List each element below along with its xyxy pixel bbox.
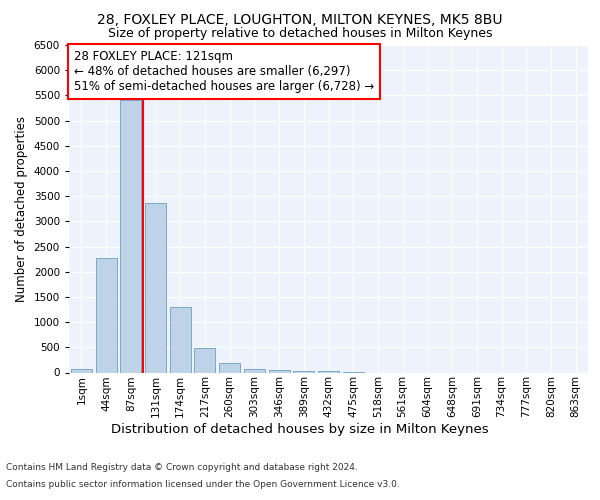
Bar [269,370,290,372]
Bar [244,368,265,372]
Bar [219,363,240,372]
Bar [293,371,314,372]
Bar [194,348,215,372]
Text: 28 FOXLEY PLACE: 121sqm
← 48% of detached houses are smaller (6,297)
51% of semi: 28 FOXLEY PLACE: 121sqm ← 48% of detache… [74,50,374,93]
Bar [145,202,166,372]
Bar [71,368,92,372]
Bar [95,258,116,372]
Text: Size of property relative to detached houses in Milton Keynes: Size of property relative to detached ho… [108,28,492,40]
Y-axis label: Number of detached properties: Number of detached properties [15,116,28,302]
Text: Distribution of detached houses by size in Milton Keynes: Distribution of detached houses by size … [111,422,489,436]
Text: Contains public sector information licensed under the Open Government Licence v3: Contains public sector information licen… [6,480,400,489]
Text: Contains HM Land Registry data © Crown copyright and database right 2024.: Contains HM Land Registry data © Crown c… [6,464,358,472]
Text: 28, FOXLEY PLACE, LOUGHTON, MILTON KEYNES, MK5 8BU: 28, FOXLEY PLACE, LOUGHTON, MILTON KEYNE… [97,12,503,26]
Bar [170,307,191,372]
Bar [120,100,141,372]
